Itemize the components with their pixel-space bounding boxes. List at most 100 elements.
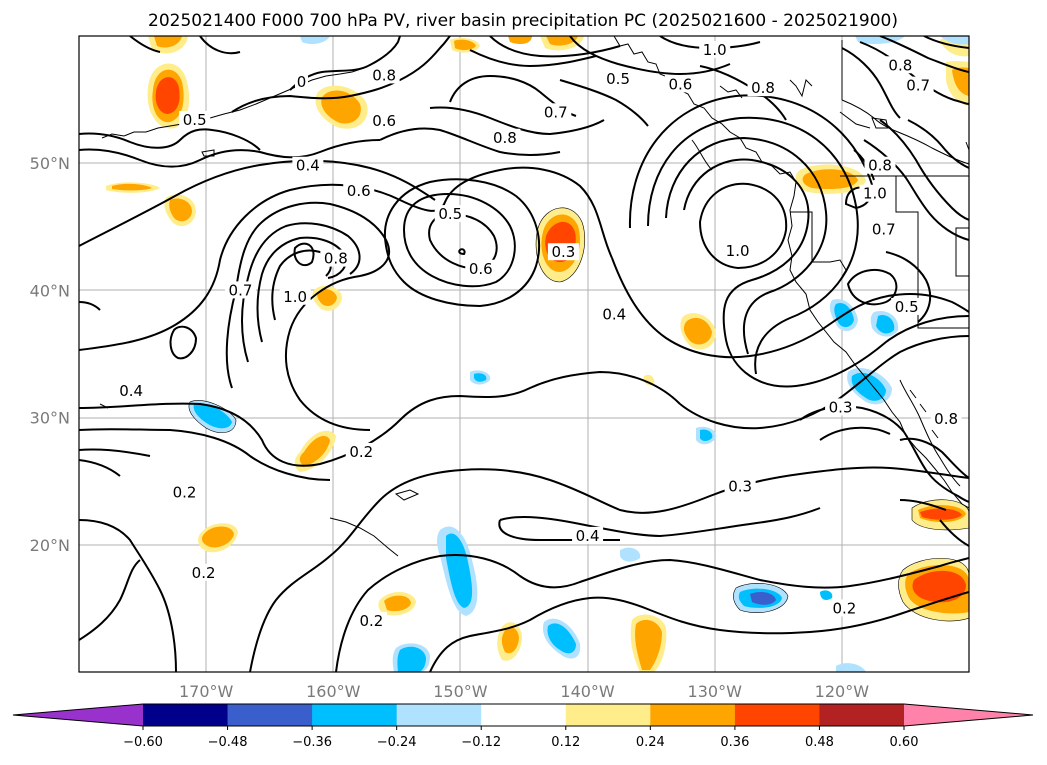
contour-labels: 0.5 0.6 0.8 0 0.4 0.6 0.5 0.8 0.7 0.5 0.6 1.0 0.8 0.8… <box>115 40 962 630</box>
svg-text:1.0: 1.0 <box>703 41 727 59</box>
colorbar-tick-label: −0.60 <box>123 735 163 750</box>
contour-label: 0.6 <box>368 112 400 130</box>
contour-label: 0.8 <box>368 66 400 84</box>
contour-label: 1.0 <box>279 287 311 306</box>
svg-text:0.5: 0.5 <box>606 70 630 88</box>
svg-text:0.4: 0.4 <box>576 527 600 545</box>
svg-text:0.4: 0.4 <box>296 157 320 175</box>
lat-tick-labels: 20°N 30°N 40°N 50°N <box>30 154 70 555</box>
svg-text:0.2: 0.2 <box>173 484 197 502</box>
svg-text:0.5: 0.5 <box>183 111 207 129</box>
colorbar-segment <box>565 704 651 726</box>
contour-label: 0.2 <box>828 599 860 617</box>
svg-text:0.7: 0.7 <box>872 220 896 238</box>
lat-tick-label: 30°N <box>30 409 70 428</box>
precip-outlines <box>188 207 969 622</box>
svg-text:0.8: 0.8 <box>493 129 517 147</box>
coastlines <box>99 36 969 557</box>
contour-label: 0.2 <box>355 612 387 630</box>
contour-label: 0.6 <box>664 75 696 93</box>
colorbar-tick-label: −0.36 <box>292 735 332 750</box>
lon-tick-label: 170°W <box>179 682 234 701</box>
pv-contours <box>79 36 969 672</box>
contour-label: 0.2 <box>188 563 220 582</box>
contour-label: 0.5 <box>179 110 211 129</box>
contour-label: 0.8 <box>747 79 779 97</box>
contour-label: 1.0 <box>699 40 731 59</box>
svg-text:0.8: 0.8 <box>372 66 396 84</box>
colorbar-tick-label: −0.12 <box>461 735 501 750</box>
figure-title: 2025021400 F000 700 hPa PV, river basin … <box>148 11 898 31</box>
lat-tick-label: 40°N <box>30 281 70 300</box>
contour-label: 0.2 <box>169 483 201 502</box>
contour-label: 1.0 <box>722 241 754 260</box>
colorbar-segment <box>734 704 820 726</box>
svg-text:0.8: 0.8 <box>934 410 958 428</box>
colorbar-segment <box>143 704 229 726</box>
contour-label: 0.3 <box>547 243 579 261</box>
colorbar-tick-label: 0.24 <box>636 735 665 750</box>
svg-text:0.8: 0.8 <box>868 157 892 175</box>
map-frame <box>78 35 970 673</box>
contour-label: 0.4 <box>598 305 630 324</box>
svg-text:1.0: 1.0 <box>726 242 750 260</box>
svg-text:0.6: 0.6 <box>372 112 396 130</box>
colorbar-extend-low <box>13 704 143 726</box>
svg-text:0.3: 0.3 <box>829 398 853 416</box>
colorbar-tick-label: 0.60 <box>890 735 919 750</box>
contour-label: 0.8 <box>864 156 896 175</box>
colorbar: −0.60 −0.48 −0.36 −0.24 −0.12 0.12 0.24 0.36 0.4… <box>12 703 1034 750</box>
svg-text:0.2: 0.2 <box>192 564 216 582</box>
colorbar-tick-label: −0.48 <box>208 735 248 750</box>
contour-label: 0.4 <box>572 526 604 545</box>
contour-label: 0.7 <box>868 220 900 238</box>
svg-text:0.6: 0.6 <box>347 182 371 200</box>
contour-label: 0.2 <box>345 442 377 461</box>
colorbar-segment <box>312 704 398 726</box>
lon-tick-label: 140°W <box>560 682 615 701</box>
contour-label: 0.8 <box>884 56 916 74</box>
lon-tick-labels: 170°W 160°W 150°W 140°W 130°W 120°W <box>179 682 869 701</box>
colorbar-tick-label: 0.12 <box>551 735 580 750</box>
contour-label: 0.7 <box>902 76 934 95</box>
map-panel: 0.5 0.6 0.8 0 0.4 0.6 0.5 0.8 0.7 0.5 0.6 1.0 0.8 0.8… <box>78 35 970 673</box>
svg-text:0.4: 0.4 <box>602 306 626 324</box>
colorbar-extend-high <box>904 704 1033 726</box>
contour-label: 0.7 <box>224 281 256 299</box>
contour-label: 0.8 <box>320 249 352 268</box>
svg-text:0.7: 0.7 <box>229 281 253 299</box>
svg-text:1.0: 1.0 <box>283 288 307 306</box>
contour-label: 1.0 <box>859 184 891 203</box>
svg-text:0.8: 0.8 <box>888 56 912 74</box>
contour-label: 0.7 <box>540 103 572 121</box>
lat-tick-label: 50°N <box>30 154 70 173</box>
contour-label: 0.3 <box>825 398 857 416</box>
lon-tick-label: 160°W <box>306 682 361 701</box>
contour-label: 0.4 <box>292 156 324 175</box>
colorbar-segment <box>819 704 905 726</box>
svg-text:0.3: 0.3 <box>728 477 752 495</box>
colorbar-segment <box>227 704 313 726</box>
contour-label: 0.5 <box>602 70 634 88</box>
svg-text:0.4: 0.4 <box>119 382 143 400</box>
colorbar-segment <box>650 704 736 726</box>
svg-text:0.6: 0.6 <box>469 260 493 278</box>
svg-text:0.6: 0.6 <box>668 75 692 93</box>
lon-tick-label: 150°W <box>433 682 488 701</box>
lon-tick-label: 130°W <box>688 682 743 701</box>
svg-text:0.2: 0.2 <box>359 612 383 630</box>
svg-text:0.5: 0.5 <box>895 298 919 316</box>
colorbar-tick-label: −0.24 <box>377 735 417 750</box>
colorbar-segment <box>396 704 482 726</box>
contour-label: 0.8 <box>489 128 521 147</box>
lat-tick-label: 20°N <box>30 536 70 555</box>
contour-label: 0.6 <box>343 182 375 200</box>
svg-text:0.2: 0.2 <box>832 599 856 617</box>
contour-label: 0.6 <box>465 259 497 278</box>
contour-label: 0 <box>295 72 308 91</box>
svg-text:0: 0 <box>297 73 307 91</box>
lon-tick-label: 120°W <box>815 682 870 701</box>
contour-label: 0.5 <box>434 205 466 223</box>
svg-text:0.8: 0.8 <box>751 79 775 97</box>
